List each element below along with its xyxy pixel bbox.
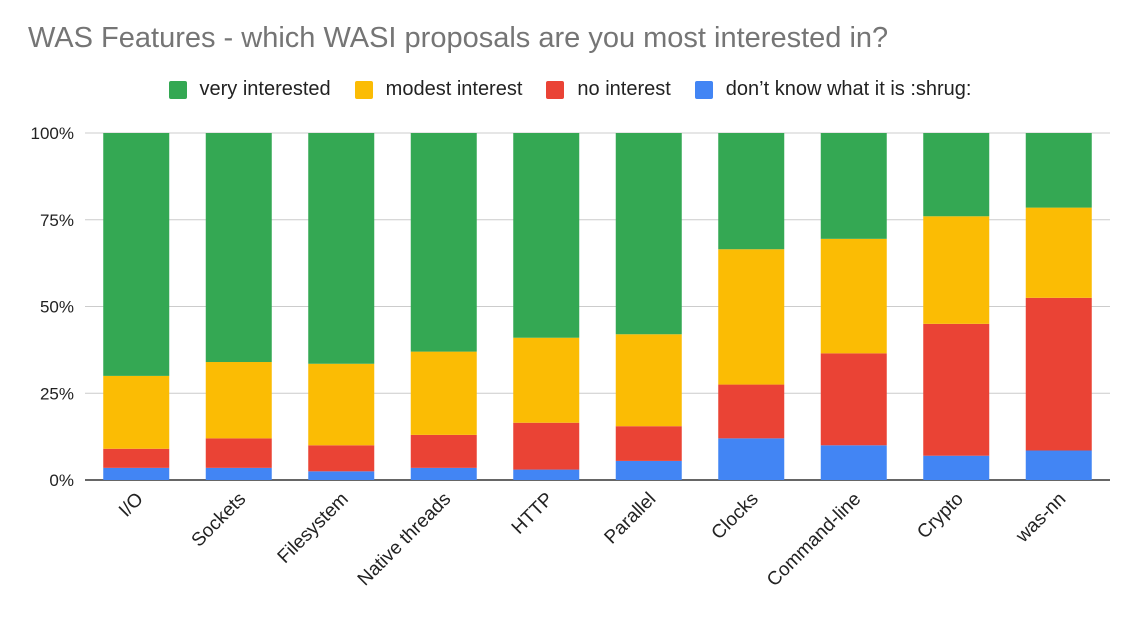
bar-segment-modest-interest — [103, 375, 170, 449]
bar-segment-don-t-know-what-it-is-shrug — [923, 455, 990, 480]
bar-segment-very-interested — [718, 133, 785, 250]
bar-segment-very-interested — [308, 133, 375, 364]
bar-segment-very-interested — [1025, 133, 1092, 208]
x-tick-label: Command-line — [763, 489, 865, 591]
bar-segment-don-t-know-what-it-is-shrug — [718, 438, 785, 480]
legend-item-no-interest: no interest — [546, 78, 671, 101]
chart-title: WAS Features - which WASI proposals are … — [28, 22, 889, 54]
bar-segment-very-interested — [103, 133, 170, 376]
bar-segment-very-interested — [923, 133, 990, 217]
bar-segment-very-interested — [820, 133, 887, 239]
x-tick-label: I/O — [115, 489, 148, 522]
y-tick-label: 100% — [31, 124, 74, 143]
legend-label: very interested — [199, 78, 331, 100]
legend-item-very-interested: very interested — [168, 78, 331, 101]
x-tick-label: Native threads — [354, 489, 455, 590]
x-tick-label: Clocks — [708, 489, 763, 544]
y-tick-label: 25% — [40, 384, 74, 403]
y-tick-label: 75% — [40, 211, 74, 230]
bar-segment-modest-interest — [615, 334, 682, 427]
bar-segment-modest-interest — [923, 216, 990, 324]
bar-segment-no-interest — [718, 384, 785, 439]
bar-segment-very-interested — [205, 133, 272, 363]
x-tick-label: was-nn — [1011, 489, 1070, 548]
bar-segment-modest-interest — [820, 238, 887, 354]
bar-segment-no-interest — [820, 353, 887, 446]
bar-segment-don-t-know-what-it-is-shrug — [103, 467, 170, 480]
bar-segment-modest-interest — [308, 363, 375, 446]
bar-segment-modest-interest — [513, 337, 580, 423]
x-tick-label: Parallel — [601, 489, 661, 549]
legend-label: don’t know what it is :shrug: — [725, 78, 972, 100]
legend-item-don-t-know-what-it-is-shrug: don’t know what it is :shrug: — [694, 78, 972, 101]
legend-label: no interest — [577, 78, 671, 100]
bar-segment-modest-interest — [718, 249, 785, 385]
bar-segment-no-interest — [513, 422, 580, 470]
legend: very interested modest interest no interes… — [0, 78, 1140, 101]
bar-segment-no-interest — [410, 434, 477, 468]
bar-segment-don-t-know-what-it-is-shrug — [205, 467, 272, 480]
y-tick-label: 50% — [40, 298, 74, 317]
bar-segment-no-interest — [615, 426, 682, 461]
bar-segment-no-interest — [1025, 297, 1092, 451]
bar-segment-very-interested — [615, 133, 682, 335]
bar-segment-no-interest — [923, 323, 990, 456]
legend-swatch — [354, 80, 373, 99]
bar-segment-don-t-know-what-it-is-shrug — [410, 467, 477, 480]
bar-segment-don-t-know-what-it-is-shrug — [513, 469, 580, 480]
x-tick-label: Filesystem — [274, 489, 353, 568]
legend-item-modest-interest: modest interest — [354, 78, 523, 101]
x-tick-label: Sockets — [188, 489, 251, 552]
x-tick-label: HTTP — [508, 489, 558, 539]
bar-segment-very-interested — [513, 133, 580, 338]
bar-segment-modest-interest — [205, 362, 272, 439]
bar-segment-no-interest — [308, 445, 375, 472]
legend-swatch — [168, 80, 187, 99]
legend-swatch — [694, 80, 713, 99]
bar-segment-very-interested — [410, 133, 477, 352]
bar-segment-no-interest — [103, 448, 170, 468]
bar-segment-don-t-know-what-it-is-shrug — [308, 471, 375, 480]
legend-label: modest interest — [385, 78, 523, 100]
bar-segment-don-t-know-what-it-is-shrug — [1025, 450, 1092, 480]
bar-segment-modest-interest — [1025, 207, 1092, 298]
bar-segment-no-interest — [205, 438, 272, 468]
bar-segment-modest-interest — [410, 351, 477, 435]
legend-swatch — [546, 80, 565, 99]
y-tick-label: 0% — [49, 471, 74, 490]
bar-segment-don-t-know-what-it-is-shrug — [615, 460, 682, 480]
bar-segment-don-t-know-what-it-is-shrug — [820, 445, 887, 480]
x-tick-label: Crypto — [913, 489, 967, 543]
